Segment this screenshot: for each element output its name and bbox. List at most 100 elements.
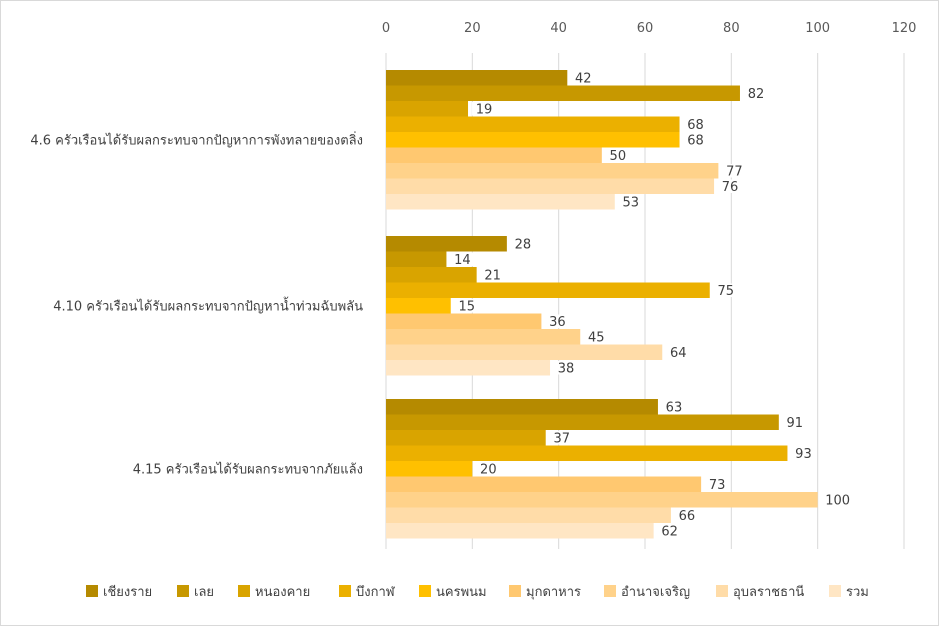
x-tick-label: 0 [382, 21, 390, 36]
category-label: 4.6 ครัวเรือนได้รับผลกระทบจากปัญหาการพัง… [30, 131, 363, 148]
data-label-bg [454, 299, 479, 313]
legend-label: อำนาจเจริญ [621, 585, 690, 600]
data-label: 66 [679, 509, 696, 524]
data-label-bg [683, 133, 708, 147]
legend-item[interactable]: อำนาจเจริญ [604, 585, 690, 600]
legend-item[interactable]: อุบลราชธานี [716, 584, 804, 600]
bar [386, 101, 469, 117]
bar [386, 360, 551, 376]
data-label-bg [718, 179, 743, 193]
legend-item[interactable]: บึงกาฬ [339, 585, 396, 600]
bar [386, 178, 715, 194]
legend-label: บึงกาฬ [356, 585, 396, 600]
category-label: 4.10 ครัวเรือนได้รับผลกระทบจากปัญหาน้ำท่… [53, 296, 363, 314]
data-label-bg [545, 314, 570, 328]
bar [386, 147, 602, 163]
legend-label: นครพนม [436, 585, 487, 600]
data-label: 37 [553, 431, 570, 446]
bar [386, 461, 473, 477]
legend-item[interactable]: เลย [177, 585, 214, 600]
bars [386, 70, 818, 539]
legend-label: รวม [846, 585, 869, 600]
data-label: 82 [748, 87, 765, 102]
bar [386, 282, 710, 298]
legend-swatch [509, 585, 521, 597]
data-label: 68 [687, 133, 704, 148]
legend-label: หนองคาย [255, 585, 310, 600]
bar [386, 267, 477, 283]
legend-item[interactable]: นครพนม [419, 585, 487, 600]
data-label: 50 [610, 149, 627, 164]
bar [386, 163, 719, 179]
bar [386, 344, 663, 360]
bar [386, 85, 740, 101]
bar [386, 313, 542, 329]
data-label-bg [618, 195, 643, 209]
x-tick-label: 120 [892, 21, 917, 36]
data-label: 68 [687, 118, 704, 133]
data-label-bg [683, 117, 708, 131]
legend-item[interactable]: รวม [829, 585, 869, 600]
data-label: 64 [670, 346, 687, 361]
legend-swatch [86, 585, 98, 597]
legend-item[interactable]: หนองคาย [238, 585, 310, 600]
data-label-bg [472, 102, 497, 116]
bar [386, 430, 546, 446]
bar [386, 70, 568, 86]
data-label-bg [480, 268, 505, 282]
data-label-bg [666, 345, 691, 359]
bar [386, 236, 507, 252]
data-label: 73 [709, 478, 726, 493]
data-label-bg [743, 86, 768, 100]
category-label: 4.15 ครัวเรือนได้รับผลกระทบจากภัยแล้ง [133, 461, 363, 477]
bar [386, 399, 658, 415]
data-label: 93 [795, 447, 812, 462]
data-label: 14 [454, 253, 471, 268]
legend-swatch [339, 585, 351, 597]
bar [386, 476, 702, 492]
data-label: 75 [717, 284, 734, 299]
legend-item[interactable]: มุกดาหาร [509, 585, 581, 600]
data-label: 15 [458, 299, 475, 314]
category-labels: 4.6 ครัวเรือนได้รับผลกระทบจากปัญหาการพัง… [30, 131, 363, 477]
data-label: 63 [666, 400, 683, 415]
bar [386, 445, 788, 461]
data-label: 21 [484, 268, 501, 283]
bar [386, 251, 447, 267]
legend-swatch [829, 585, 841, 597]
bar [386, 116, 680, 132]
x-axis-ticks: 0 20 40 60 80 100 120 [382, 21, 917, 36]
bar [386, 194, 615, 210]
data-label-bg [791, 446, 816, 460]
data-label: 91 [787, 416, 804, 431]
legend-swatch [419, 585, 431, 597]
data-label: 53 [623, 195, 640, 210]
x-tick-label: 80 [723, 21, 740, 36]
legend-label: อุบลราชธานี [733, 584, 804, 600]
data-label-bg [713, 283, 738, 297]
data-label: 28 [515, 237, 532, 252]
bar [386, 492, 818, 508]
legend[interactable]: เชียงราย เลย หนองคาย บึงกาฬ นครพนม มุกดาหาร อำ… [86, 584, 869, 600]
bar [386, 132, 680, 148]
data-label-bg [705, 477, 730, 491]
data-label: 77 [726, 164, 743, 179]
data-label: 76 [722, 180, 739, 195]
data-label: 45 [588, 330, 605, 345]
legend-label: มุกดาหาร [526, 585, 581, 600]
legend-swatch [716, 585, 728, 597]
x-tick-label: 20 [464, 21, 481, 36]
data-label-bg [782, 415, 807, 429]
legend-item[interactable]: เชียงราย [86, 584, 152, 600]
legend-swatch [177, 585, 189, 597]
bar [386, 298, 451, 314]
x-tick-label: 100 [805, 21, 830, 36]
legend-swatch [604, 585, 616, 597]
data-label-bg [510, 237, 535, 251]
data-label-bg [554, 361, 579, 375]
legend-label: เชียงราย [103, 584, 152, 600]
data-label-bg [674, 508, 699, 522]
legend-swatch [238, 585, 250, 597]
data-label-bg [476, 462, 501, 476]
